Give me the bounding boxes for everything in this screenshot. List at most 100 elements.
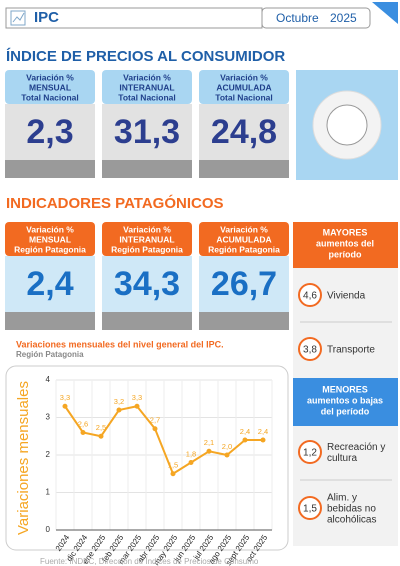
card-body xyxy=(102,256,192,312)
data-label: 2,6 xyxy=(78,419,88,428)
card-label: INTERANUAL xyxy=(119,82,174,92)
card-value: 24,8 xyxy=(211,113,277,151)
rank-name: Recreación y xyxy=(327,442,385,453)
card-body xyxy=(199,104,289,160)
rank-value: 1,2 xyxy=(303,448,317,459)
rank-value: 3,8 xyxy=(303,345,317,356)
card-header xyxy=(5,70,95,104)
data-label: 3,3 xyxy=(132,393,142,402)
point xyxy=(170,471,176,477)
chart-title: Variaciones mensuales del nivel general … xyxy=(16,339,224,349)
month: Octubre xyxy=(276,11,319,25)
data-label: 1,8 xyxy=(186,449,196,458)
point xyxy=(98,433,104,439)
card-footer xyxy=(5,312,95,330)
rank-bottom-header xyxy=(293,378,398,426)
data-label: 2,0 xyxy=(222,442,232,451)
card-label: Variación % xyxy=(220,72,268,82)
card-label: ACUMULADA xyxy=(216,82,271,92)
rank-title: aumentos o bajas xyxy=(307,395,383,405)
card-label: Región Patagonia xyxy=(14,244,86,254)
card-label: Total Nacional xyxy=(215,92,272,102)
rank-value: 1,5 xyxy=(303,504,317,515)
sun-face xyxy=(326,104,368,146)
card-body xyxy=(5,256,95,312)
y-axis-label: Variaciones mensuales xyxy=(15,381,32,535)
rank-badge xyxy=(298,440,322,464)
rank-title: del período xyxy=(321,406,370,416)
point xyxy=(134,403,140,409)
data-label: 2,1 xyxy=(204,438,214,447)
point xyxy=(116,407,122,413)
section-title: ÍNDICE DE PRECIOS AL CONSUMIDOR xyxy=(6,48,285,65)
card-footer xyxy=(199,160,289,178)
card-label: Variación % xyxy=(26,72,74,82)
y-tick-label: 4 xyxy=(46,375,51,384)
card-body xyxy=(102,104,192,160)
year: 2025 xyxy=(330,11,357,25)
data-label: 3,2 xyxy=(114,397,124,406)
rank-title: MENORES xyxy=(322,384,368,394)
data-label: 2,4 xyxy=(240,427,250,436)
card-header xyxy=(5,222,95,256)
card-value: 34,3 xyxy=(114,265,180,303)
point xyxy=(242,437,248,443)
y-tick-label: 2 xyxy=(46,450,51,459)
rank-name: Alim. y xyxy=(327,493,357,504)
card-label: INTERANUAL xyxy=(119,234,174,244)
y-tick-label: 1 xyxy=(46,488,51,497)
rank-badge xyxy=(298,496,322,520)
card-label: Variación % xyxy=(123,72,171,82)
card-label: Variación % xyxy=(26,224,74,234)
card-label: Total Nacional xyxy=(118,92,175,102)
card-header xyxy=(102,70,192,104)
data-label: 2,5 xyxy=(96,423,106,432)
rank-name: alcohólicas xyxy=(327,515,376,526)
card-header xyxy=(199,222,289,256)
card-footer xyxy=(199,312,289,330)
rank-badge xyxy=(298,283,322,307)
y-tick-label: 0 xyxy=(46,525,51,534)
rank-value: 4,6 xyxy=(303,291,317,302)
card-label: Variación % xyxy=(220,224,268,234)
card-value: 31,3 xyxy=(114,113,180,151)
card-value: 26,7 xyxy=(211,265,277,303)
y-tick-label: 3 xyxy=(46,413,51,422)
card-label: Región Patagonia xyxy=(208,244,280,254)
rank-title: aumentos del xyxy=(316,238,374,248)
card-label: Variación % xyxy=(123,224,171,234)
card-value: 2,4 xyxy=(26,265,73,303)
point xyxy=(224,452,230,458)
corner-triangle xyxy=(372,2,398,24)
card-label: MENSUAL xyxy=(29,82,71,92)
point xyxy=(188,460,194,465)
header-icon-line xyxy=(12,12,25,23)
date-box xyxy=(261,7,371,29)
card-body xyxy=(199,256,289,312)
data-label: 3,3 xyxy=(60,393,70,402)
rank-name: Transporte xyxy=(327,345,375,356)
card-footer xyxy=(102,312,192,330)
source: Fuente: INDEC, Dirección de Índices de P… xyxy=(40,557,259,566)
card-footer xyxy=(5,160,95,178)
point xyxy=(152,426,158,432)
point xyxy=(80,430,86,435)
rank-name: Vivienda xyxy=(327,291,366,302)
rank-name: bebidas no xyxy=(327,504,376,515)
card-label: Total Nacional xyxy=(21,92,78,102)
card-label: Región Patagonia xyxy=(111,244,183,254)
card-label: MENSUAL xyxy=(29,234,71,244)
point xyxy=(62,403,68,409)
header-icon xyxy=(10,10,26,26)
header-title: IPC xyxy=(34,9,59,26)
rank-top-header xyxy=(293,222,398,268)
rank-title: MAYORES xyxy=(323,227,368,237)
chart-subtitle: Región Patagonia xyxy=(16,350,84,359)
card-header xyxy=(199,70,289,104)
point xyxy=(260,437,266,443)
data-label: 2,4 xyxy=(258,427,268,436)
card-value: 2,3 xyxy=(26,113,73,151)
point xyxy=(206,448,212,454)
section-title: INDICADORES PATAGÓNICOS xyxy=(6,194,224,212)
rank-title: período xyxy=(329,249,363,259)
